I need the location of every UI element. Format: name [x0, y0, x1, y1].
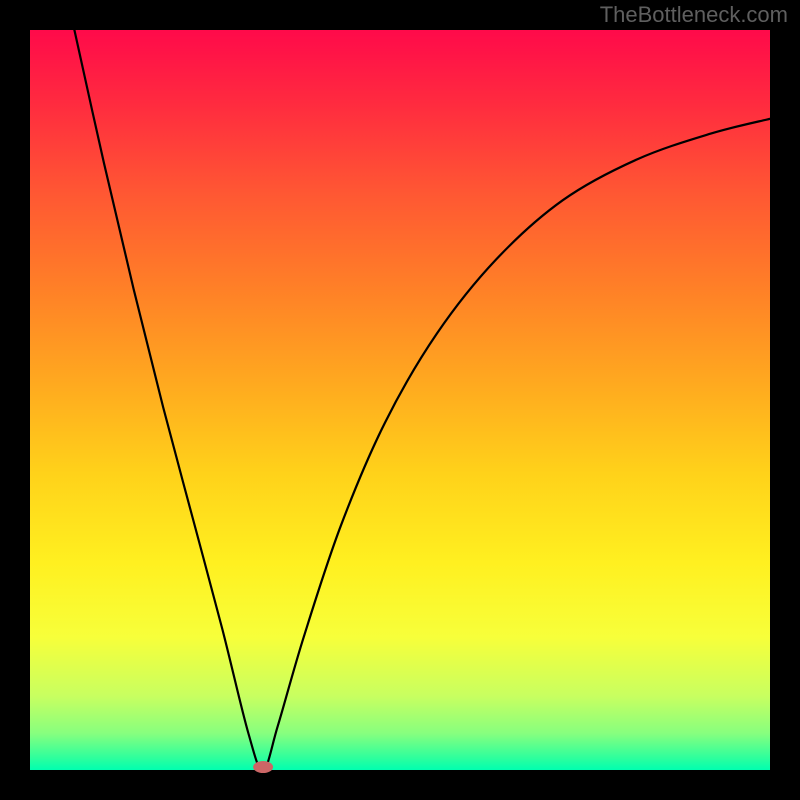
- watermark-text: TheBottleneck.com: [600, 2, 788, 28]
- chart-container: TheBottleneck.com: [0, 0, 800, 800]
- plot-background: [30, 30, 770, 770]
- bottleneck-chart: [0, 0, 800, 800]
- optimal-point-marker: [253, 761, 273, 773]
